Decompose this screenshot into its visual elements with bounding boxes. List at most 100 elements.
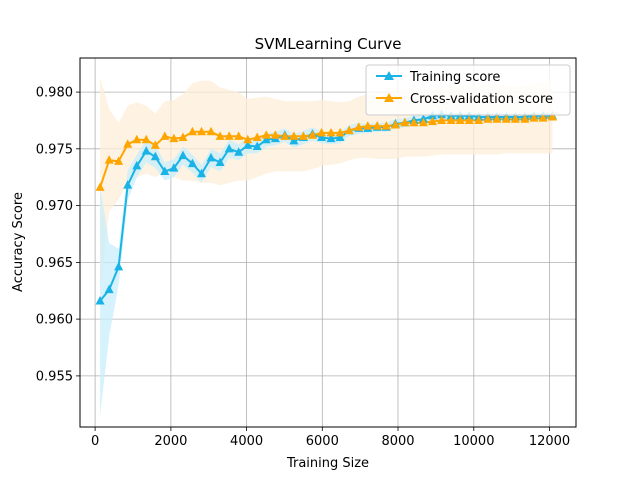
- plot-frame: [79, 57, 577, 428]
- data-point-cross-validation: [317, 127, 327, 137]
- data-point-cross-validation: [123, 139, 133, 148]
- data-point-training: [317, 132, 327, 141]
- data-point-cross-validation: [243, 134, 253, 144]
- data-point-cross-validation: [307, 130, 317, 139]
- data-point-cross-validation: [464, 115, 474, 124]
- data-point-cross-validation: [132, 134, 142, 144]
- data-point-training: [197, 168, 207, 178]
- y-axis-ticks: 0.955 0.960 0.965 0.970 0.975 0.980: [36, 86, 80, 384]
- y-tick-label: 0.975: [36, 142, 73, 157]
- data-point-training: [215, 157, 225, 166]
- data-point-cross-validation: [160, 131, 170, 140]
- data-point-cross-validation: [178, 132, 188, 141]
- x-tick-label: 6000: [306, 434, 339, 449]
- data-point-training: [114, 261, 124, 271]
- x-tick-label: 2000: [154, 434, 187, 449]
- data-point-cross-validation: [114, 156, 124, 165]
- legend: Training score Cross-validation score: [365, 64, 571, 116]
- data-point-cross-validation: [529, 113, 539, 122]
- legend-label-training: Training score: [409, 70, 500, 85]
- data-point-cross-validation: [187, 126, 197, 136]
- data-point-training: [150, 151, 160, 161]
- data-point-cross-validation: [95, 182, 105, 191]
- x-tick-label: 12000: [529, 434, 570, 449]
- data-point-cross-validation: [363, 121, 373, 130]
- data-point-cross-validation: [289, 131, 299, 140]
- x-tick-label: 10000: [453, 434, 494, 449]
- data-point-cross-validation: [206, 126, 216, 136]
- data-point-cross-validation: [261, 130, 271, 139]
- data-point-cross-validation: [169, 133, 179, 143]
- data-point-training: [123, 180, 133, 189]
- data-point-cross-validation: [354, 122, 364, 131]
- data-point-cross-validation: [492, 114, 502, 123]
- data-point-cross-validation: [344, 125, 354, 135]
- data-point-cross-validation: [474, 115, 484, 124]
- legend-marker-training: [384, 71, 394, 80]
- data-point-training: [178, 150, 188, 160]
- data-point-cross-validation: [428, 116, 438, 126]
- x-axis-label: Training Size: [286, 456, 369, 471]
- data-point-training: [160, 166, 170, 176]
- data-point-training: [234, 147, 244, 156]
- series-markers: [95, 109, 558, 305]
- data-point-training: [132, 160, 142, 170]
- data-point-training: [206, 152, 216, 162]
- data-point-training: [104, 284, 114, 294]
- data-point-training: [187, 158, 197, 168]
- x-tick-label: 4000: [230, 434, 263, 449]
- y-tick-label: 0.955: [36, 369, 73, 384]
- data-point-training: [326, 133, 336, 143]
- y-tick-label: 0.970: [36, 199, 73, 214]
- data-point-training: [289, 135, 299, 145]
- data-point-cross-validation: [197, 126, 207, 136]
- x-tick-label: 8000: [381, 434, 414, 449]
- y-axis-label: Accuracy Score: [11, 192, 26, 292]
- data-point-cross-validation: [390, 119, 400, 129]
- data-point-cross-validation: [252, 132, 262, 141]
- data-point-cross-validation: [483, 114, 493, 123]
- data-point-cross-validation: [501, 114, 511, 123]
- data-point-training: [335, 132, 345, 141]
- chart-title: SVMLearning Curve: [255, 35, 402, 53]
- x-tick-label: 0: [91, 434, 99, 449]
- data-point-cross-validation: [298, 131, 308, 140]
- legend-box: [365, 64, 571, 116]
- data-point-cross-validation: [224, 131, 234, 140]
- y-tick-label: 0.980: [36, 86, 73, 101]
- data-point-cross-validation: [538, 113, 548, 122]
- data-point-training: [252, 141, 262, 151]
- data-point-cross-validation: [520, 114, 530, 123]
- data-point-cross-validation: [409, 117, 419, 127]
- data-point-cross-validation: [372, 121, 382, 130]
- data-point-cross-validation: [418, 117, 428, 127]
- data-point-cross-validation: [510, 114, 520, 123]
- legend-marker-cross-validation: [384, 93, 394, 102]
- data-point-cross-validation: [150, 140, 160, 149]
- legend-label-cross-validation: Cross-validation score: [410, 92, 553, 107]
- data-point-training: [169, 163, 179, 172]
- data-point-cross-validation: [335, 127, 345, 137]
- data-point-cross-validation: [270, 130, 280, 139]
- data-point-cross-validation: [280, 131, 290, 140]
- data-point-cross-validation: [326, 127, 336, 137]
- data-point-training: [141, 146, 151, 155]
- data-point-cross-validation: [400, 117, 410, 127]
- data-point-cross-validation: [234, 131, 244, 140]
- data-point-cross-validation: [141, 134, 151, 144]
- data-point-cross-validation: [381, 121, 391, 130]
- y-tick-label: 0.960: [36, 313, 73, 328]
- data-point-training: [95, 295, 105, 305]
- data-point-training: [261, 134, 271, 144]
- x-axis-ticks: 0 2000 4000 6000 8000 10000 12000: [91, 427, 570, 449]
- data-point-cross-validation: [104, 155, 114, 164]
- data-point-cross-validation: [446, 115, 456, 124]
- data-point-training: [224, 143, 234, 153]
- data-point-training: [243, 140, 253, 149]
- data-point-cross-validation: [455, 115, 465, 124]
- data-point-cross-validation: [548, 112, 558, 121]
- data-point-cross-validation: [215, 131, 225, 140]
- data-point-cross-validation: [437, 115, 447, 124]
- y-tick-label: 0.965: [36, 256, 73, 271]
